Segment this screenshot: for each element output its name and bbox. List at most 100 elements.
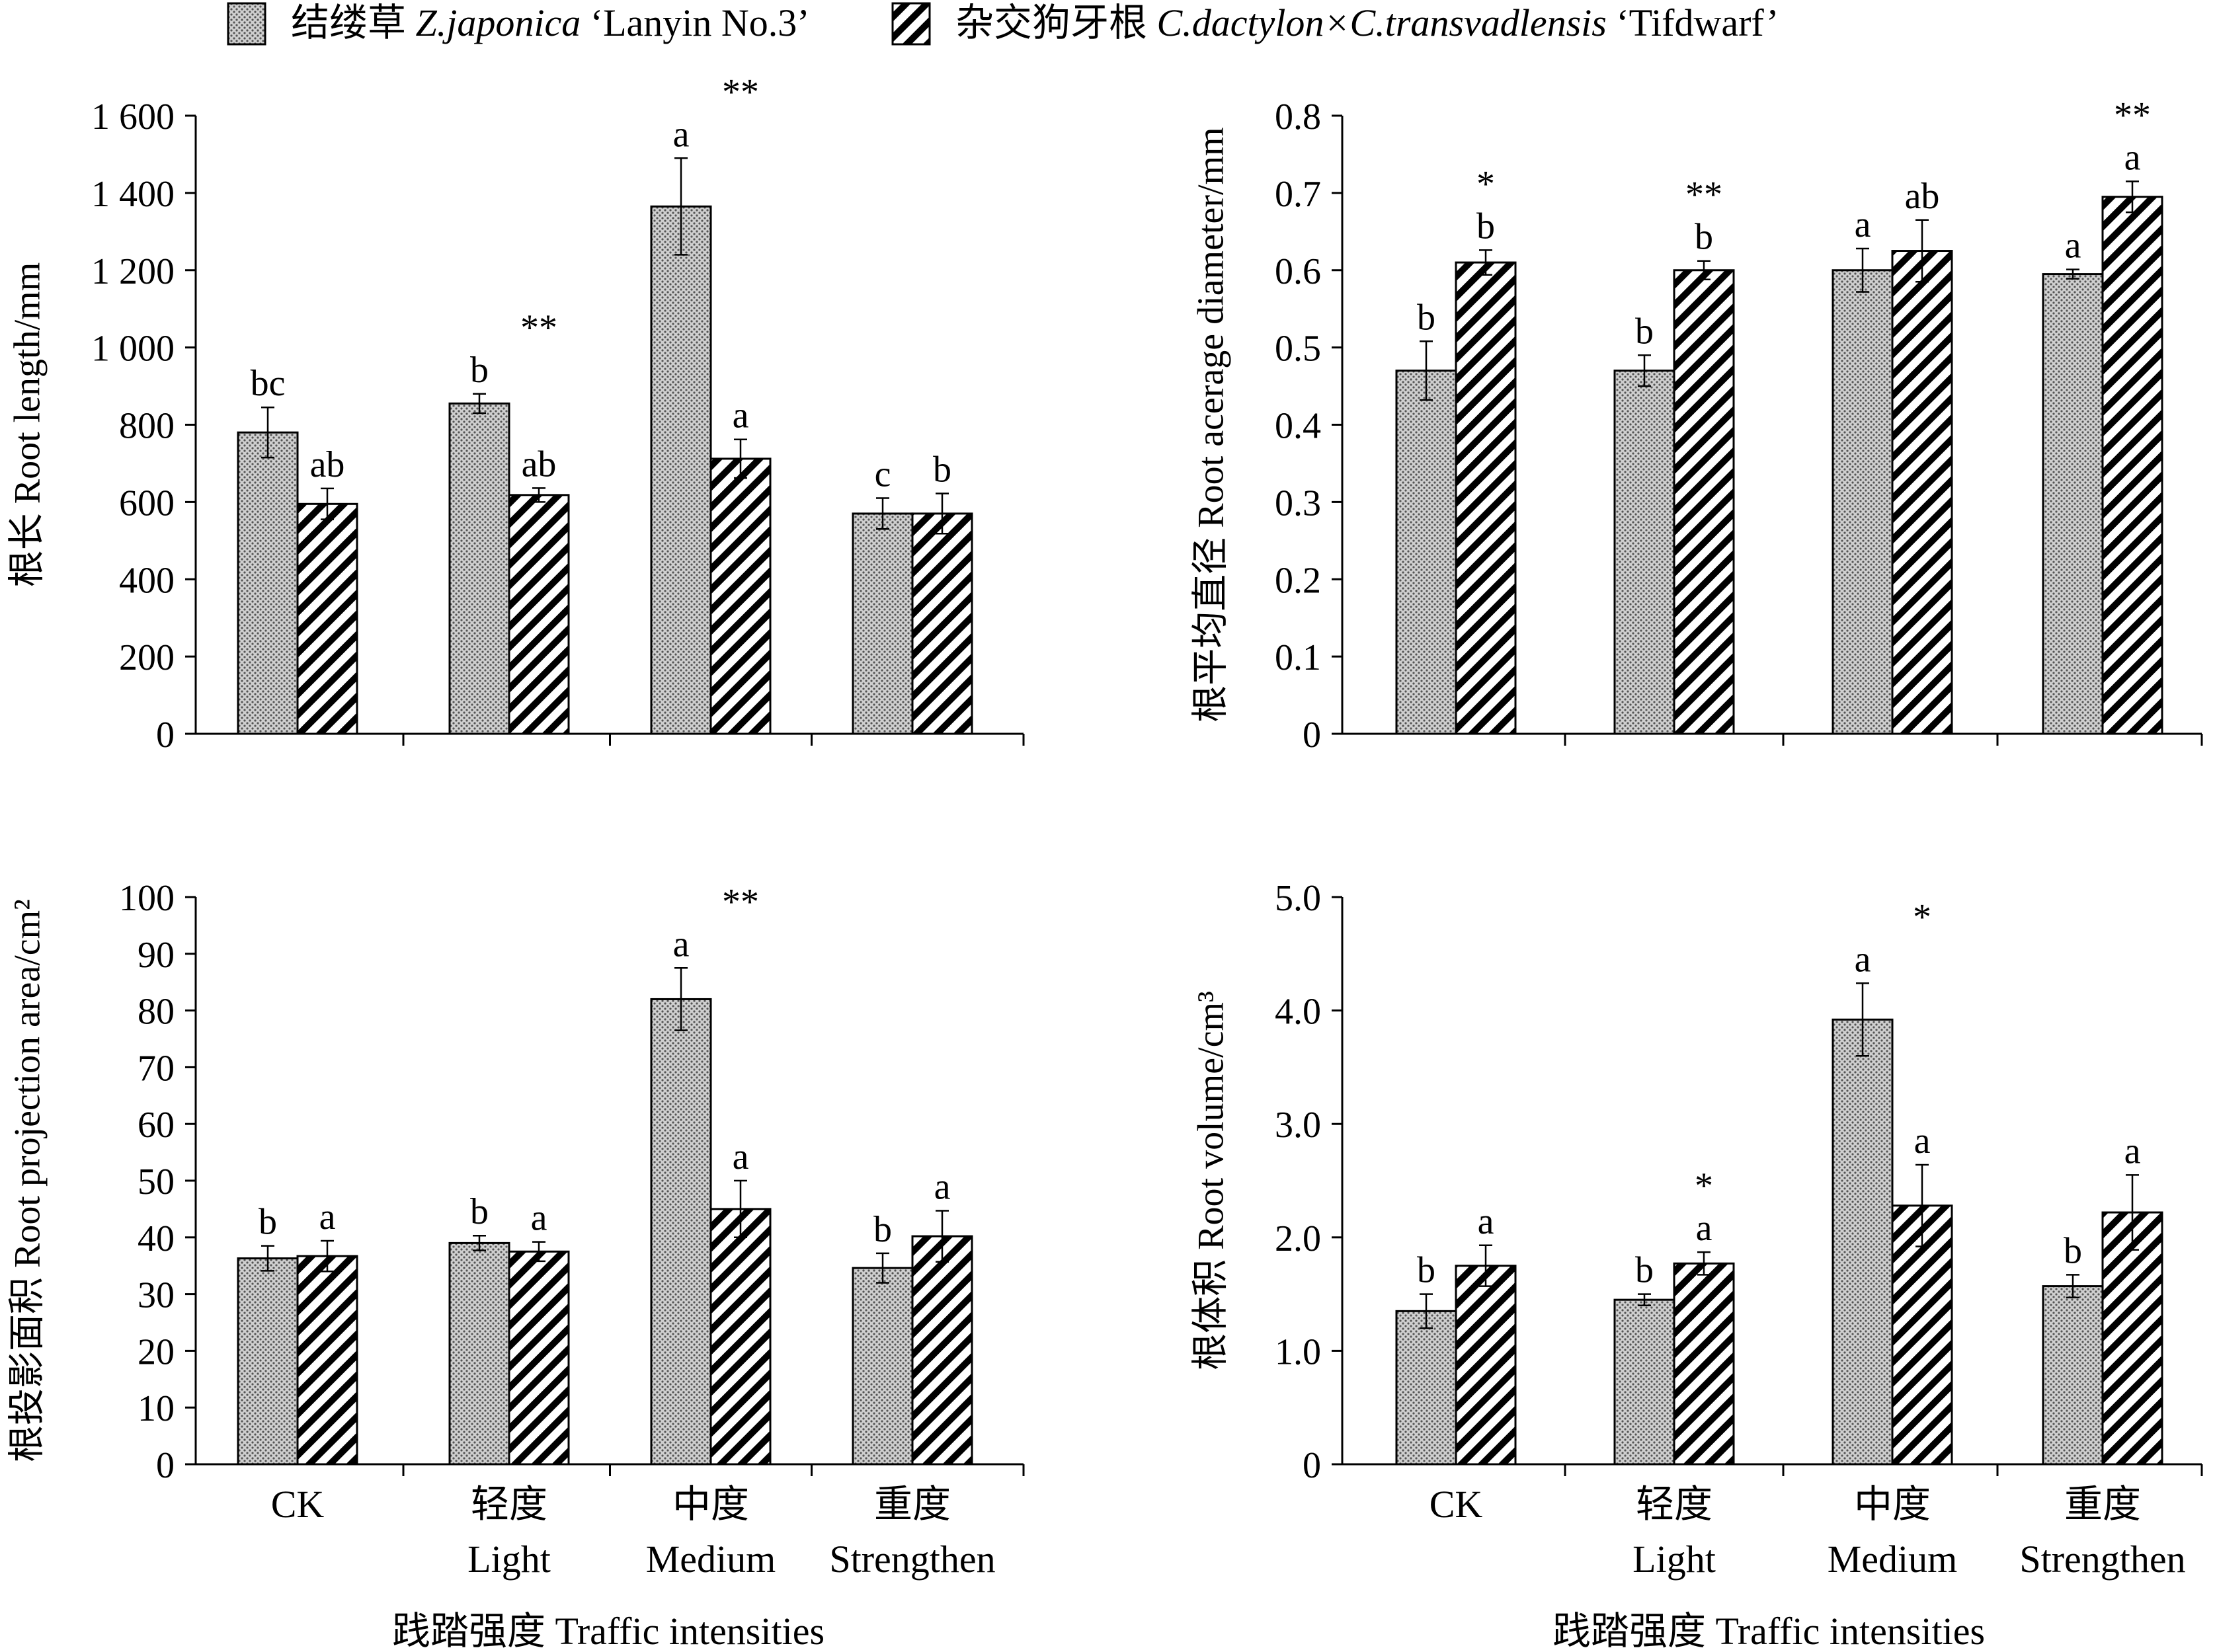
significance-letter: b xyxy=(1476,206,1495,247)
significance-letter: a xyxy=(1855,204,1871,245)
y-tick-label: 1 000 xyxy=(91,329,175,370)
significance-letter: b xyxy=(1695,217,1713,258)
y-tick-label: 1 200 xyxy=(91,251,175,292)
chart-root-average-diameter: 0 0.1 0.2 0.3 0.4 0.5 0.6 0.7 0.8 根平均直径 Root acer… xyxy=(1191,95,2203,756)
significance-stars: ** xyxy=(722,71,759,112)
svg-text:杂交狗牙根 C.dactylon: 杂交狗牙根 C.dactylon×C.transvadlensis ‘Tifdw… xyxy=(955,1,1779,44)
y-tick-label: 40 xyxy=(138,1218,175,1259)
significance-stars: ** xyxy=(722,881,759,922)
bar xyxy=(2101,1211,2163,1466)
significance-letter: ab xyxy=(310,444,345,485)
chart-root-projection-area: 0 10 20 30 40 50 60 70 80 90 100 根投影面积 Root project… xyxy=(7,878,1025,1486)
significance-stars: ** xyxy=(1685,175,1722,216)
significance-letter: b xyxy=(470,1191,489,1232)
y-tick-label: 5.0 xyxy=(1275,878,1321,919)
x-label-en: Light xyxy=(1632,1538,1716,1581)
x-axis-title-right: 践踏强度 Traffic intensities xyxy=(1552,1610,1985,1652)
y-tick-label: 800 xyxy=(119,406,175,447)
y-tick-label: 0 xyxy=(156,1445,175,1486)
y-tick-label: 1 400 xyxy=(91,174,175,215)
svg-text:结缕草 Z.japonica: 结缕草 Z.japonica ‘Lanyin No.3’ xyxy=(291,1,810,44)
bar xyxy=(1395,370,1457,735)
y-tick-label: 1.0 xyxy=(1275,1331,1321,1372)
y-tick-label: 30 xyxy=(138,1275,175,1316)
bar xyxy=(709,1208,772,1466)
y-tick-label: 80 xyxy=(138,992,175,1033)
bar xyxy=(508,494,570,735)
bar xyxy=(296,1255,358,1466)
y-tick-label: 4.0 xyxy=(1275,992,1321,1033)
significance-letter: a xyxy=(1478,1201,1494,1242)
bar xyxy=(448,1241,510,1466)
y-tick-label: 0.4 xyxy=(1275,406,1321,447)
bar xyxy=(1455,261,1517,735)
bar xyxy=(1673,269,1735,735)
y-tick-label: 90 xyxy=(138,935,175,976)
significance-letter: b xyxy=(1417,297,1435,338)
bar xyxy=(650,205,712,735)
x-label-en: Strengthen xyxy=(829,1538,995,1581)
significance-letter: a xyxy=(1855,939,1871,980)
y-tick-label: 0.5 xyxy=(1275,329,1321,370)
bar xyxy=(852,512,914,735)
y-tick-label: 0.1 xyxy=(1275,637,1321,678)
y-tick-label: 50 xyxy=(138,1161,175,1202)
y-tick-label: 20 xyxy=(138,1331,175,1372)
bar xyxy=(911,512,973,735)
y-tick-label: 60 xyxy=(138,1105,175,1146)
legend-series-b-species: C.dactylon×C.transvadlensis xyxy=(1157,1,1607,44)
significance-letter: ab xyxy=(522,444,557,485)
bar xyxy=(1891,1204,1953,1466)
significance-stars: * xyxy=(1476,163,1495,204)
x-label-en: Medium xyxy=(646,1538,776,1581)
x-label-en: CK xyxy=(271,1483,325,1526)
significance-letter: bc xyxy=(251,363,286,404)
legend: 结缕草 Z.japonica ‘Lanyin No.3’ 杂交狗牙根 C.dac… xyxy=(227,1,1779,46)
bar xyxy=(2042,1285,2104,1466)
significance-letter: c xyxy=(875,454,891,495)
x-axis-labels-left: CK 轻度 Light 中度 Medium 重度 Strengthen 践踏强度… xyxy=(271,1483,996,1652)
bar xyxy=(1395,1310,1457,1466)
legend-series-a-species: Z.japonica xyxy=(416,1,581,44)
x-label-cn: 轻度 xyxy=(1636,1483,1712,1526)
bar xyxy=(1832,1018,1894,1466)
y-tick-label: 1 600 xyxy=(91,97,175,138)
y-tick-label: 100 xyxy=(119,878,175,919)
significance-letter: b xyxy=(933,450,951,491)
legend-series-a-cultivar: ‘Lanyin No.3’ xyxy=(590,1,810,44)
x-label-en: Medium xyxy=(1828,1538,1958,1581)
significance-letter: b xyxy=(470,350,489,391)
y-axis-title: 根平均直径 Root acerage diameter/mm xyxy=(1191,127,1232,722)
significance-letter: a xyxy=(934,1166,951,1207)
significance-letter: a xyxy=(733,1136,749,1177)
significance-letter: b xyxy=(259,1202,277,1243)
significance-letter: a xyxy=(531,1198,547,1239)
x-label-cn: 重度 xyxy=(874,1483,951,1526)
legend-series-a-cn: 结缕草 xyxy=(291,1,406,44)
bar xyxy=(650,998,712,1466)
significance-letter: a xyxy=(2065,225,2081,266)
significance-letter: a xyxy=(673,114,690,155)
y-tick-label: 0.3 xyxy=(1275,483,1321,524)
bar xyxy=(709,457,772,735)
legend-swatch-series-a xyxy=(227,2,266,46)
x-label-en: CK xyxy=(1430,1483,1483,1526)
chart-root-volume: 0 1.0 2.0 3.0 4.0 5.0 根体积 Root volume/cm³ b a b a a… xyxy=(1191,878,2203,1486)
legend-swatch-series-b xyxy=(891,2,931,46)
x-label-cn: 中度 xyxy=(672,1483,749,1526)
significance-letter: a xyxy=(1696,1208,1712,1249)
significance-letter: a xyxy=(2124,1130,2141,1171)
bar xyxy=(852,1267,914,1466)
x-label-cn: 轻度 xyxy=(471,1483,547,1526)
significance-letter: b xyxy=(2064,1230,2082,1271)
y-tick-label: 0 xyxy=(1303,715,1321,756)
y-axis-title: 根体积 Root volume/cm³ xyxy=(1191,991,1232,1370)
y-tick-label: 0 xyxy=(156,715,175,756)
bar xyxy=(237,1257,299,1466)
significance-letter: b xyxy=(1635,1250,1654,1291)
y-tick-label: 10 xyxy=(138,1388,175,1429)
x-label-en: Strengthen xyxy=(2019,1538,2185,1581)
bar xyxy=(1891,250,1953,735)
significance-letter: ab xyxy=(1905,176,1940,217)
